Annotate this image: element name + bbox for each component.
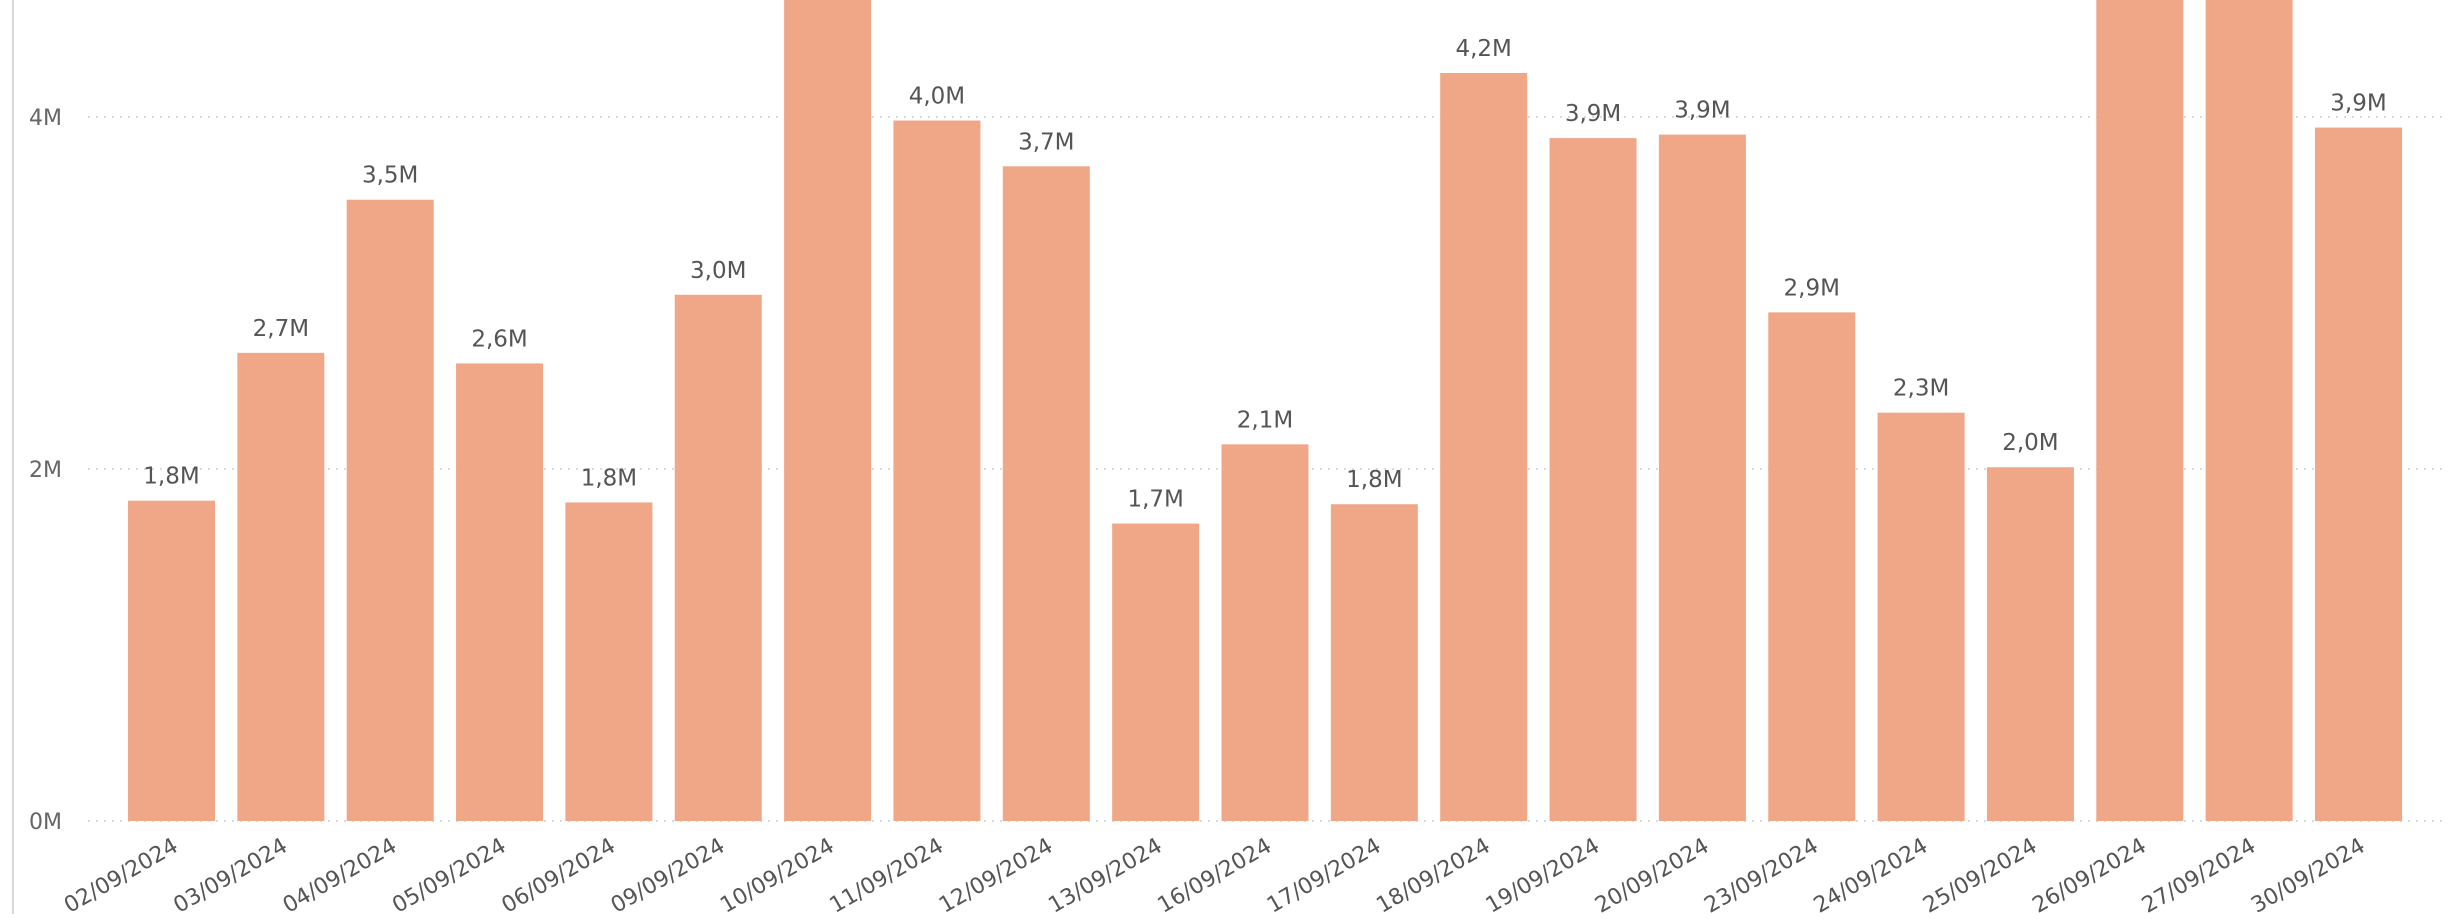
x-tick-label: 27/09/2024 <box>2138 834 2260 914</box>
bar <box>1549 138 1637 821</box>
y-tick-label: 0M <box>29 810 62 835</box>
data-label: 3,9M <box>2330 91 2386 117</box>
x-axis-ticks: 02/09/202403/09/202404/09/202405/09/2024… <box>60 834 2369 919</box>
bar <box>2315 127 2402 821</box>
data-label: 4,2M <box>1455 36 1511 62</box>
data-label: 1,7M <box>1127 487 1183 513</box>
x-tick-label: 19/09/2024 <box>1482 834 1604 914</box>
bars <box>128 0 2402 822</box>
x-tick-label: 04/09/2024 <box>279 834 401 914</box>
x-tick-label: 20/09/2024 <box>1591 834 1713 914</box>
data-label: 3,7M <box>1018 129 1074 155</box>
data-label: 2,0M <box>2002 430 2058 456</box>
x-tick-label: 26/09/2024 <box>2028 834 2150 914</box>
bar <box>1877 412 1965 821</box>
x-tick-label: 03/09/2024 <box>170 834 292 914</box>
data-labels: 1,8M2,7M3,5M2,6M1,8M3,0M6,5M4,0M3,7M1,7M… <box>143 36 2386 513</box>
x-tick-label: 23/09/2024 <box>1700 834 1822 914</box>
x-tick-label: 11/09/2024 <box>826 834 948 914</box>
bar <box>1986 467 2074 821</box>
data-label: 3,9M <box>1565 101 1621 127</box>
x-tick-label: 06/09/2024 <box>498 834 620 914</box>
y-tick-label: 4M <box>29 106 62 131</box>
x-tick-label: 09/09/2024 <box>607 834 729 914</box>
x-tick-label: 16/09/2024 <box>1154 834 1276 914</box>
data-label: 2,9M <box>1784 275 1840 301</box>
bar <box>1330 504 1418 821</box>
bar <box>674 294 762 821</box>
data-label: 2,3M <box>1893 376 1949 402</box>
bar <box>2096 0 2184 822</box>
left-border <box>12 0 14 914</box>
x-tick-label: 12/09/2024 <box>935 834 1057 914</box>
bar <box>2205 0 2293 821</box>
x-tick-label: 05/09/2024 <box>388 834 510 914</box>
x-tick-label: 10/09/2024 <box>716 834 838 914</box>
x-tick-label: 02/09/2024 <box>60 834 182 914</box>
x-tick-label: 24/09/2024 <box>1810 834 1932 914</box>
bar <box>456 363 544 821</box>
x-tick-label: 18/09/2024 <box>1372 834 1494 914</box>
bar <box>346 199 434 822</box>
y-tick-label: 2M <box>29 458 62 483</box>
bar <box>128 500 215 821</box>
data-label: 3,0M <box>690 258 746 284</box>
y-axis-ticks: 0M2M4M6M8M <box>29 106 62 835</box>
bar <box>1658 134 1746 822</box>
bar <box>784 0 872 821</box>
data-label: 4,0M <box>909 84 965 110</box>
data-label: 3,5M <box>362 163 418 189</box>
data-label: 1,8M <box>1346 467 1402 493</box>
x-tick-label: 13/09/2024 <box>1044 834 1166 914</box>
bar <box>1440 73 1528 821</box>
data-label: 1,8M <box>143 464 199 490</box>
bar <box>1221 444 1309 821</box>
data-label: 2,1M <box>1237 407 1293 433</box>
data-label: 2,7M <box>253 316 309 342</box>
bar <box>1112 523 1200 821</box>
bar <box>1768 312 1856 821</box>
data-label: 1,8M <box>581 465 637 491</box>
x-tick-label: 25/09/2024 <box>1919 834 2041 914</box>
bar <box>237 352 325 821</box>
data-label: 3,9M <box>1674 98 1730 124</box>
bar <box>1002 166 1090 821</box>
bar <box>893 120 981 821</box>
bar <box>565 502 653 821</box>
x-tick-label: 30/09/2024 <box>2247 834 2369 914</box>
x-tick-label: 17/09/2024 <box>1263 834 1385 914</box>
data-label: 2,6M <box>471 326 527 352</box>
